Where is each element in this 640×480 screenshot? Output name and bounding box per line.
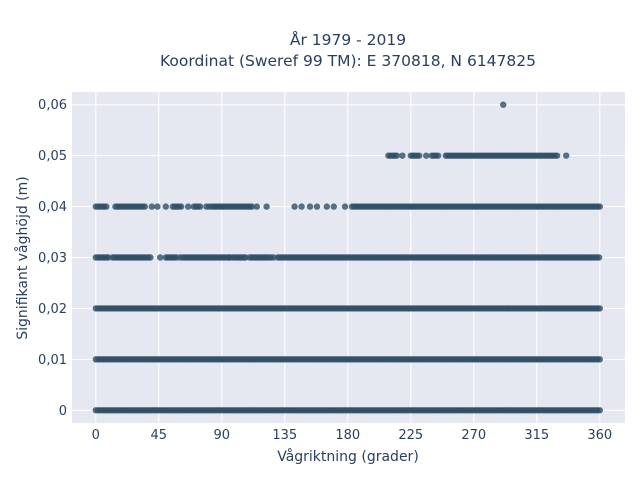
data-point	[154, 203, 161, 210]
data-point	[248, 203, 256, 210]
x-tick-label: 135	[272, 428, 297, 443]
data-point	[423, 152, 430, 159]
data-point	[157, 254, 164, 261]
data-point	[330, 203, 337, 210]
x-tick-label: 0	[92, 428, 100, 443]
y-tick-label: 0,02	[38, 302, 67, 317]
data-point	[162, 203, 169, 210]
data-point	[103, 203, 110, 210]
data-point	[206, 203, 213, 210]
x-tick-label: 315	[524, 428, 549, 443]
y-axis-ticks: 0 0,01 0,02 0,03 0,04 0,05 0,06	[38, 98, 67, 419]
y-tick-label: 0	[59, 404, 67, 419]
x-tick-label: 45	[151, 428, 168, 443]
data-point	[196, 203, 204, 210]
data-point	[253, 203, 260, 210]
x-tick-label: 90	[214, 428, 231, 443]
y-tick-label: 0,01	[38, 353, 67, 368]
data-point	[298, 203, 305, 210]
chart-title: År 1979 - 2019	[290, 30, 406, 49]
y-axis-label: Signifikant våghöjd (m)	[14, 176, 31, 339]
chart-subtitle: Koordinat (Sweref 99 TM): E 370818, N 61…	[160, 52, 536, 70]
data-point	[313, 203, 321, 210]
data-point	[416, 152, 423, 159]
y-tick-label: 0,03	[38, 251, 67, 266]
x-tick-label: 360	[587, 428, 612, 443]
data-point	[306, 203, 314, 210]
data-point	[399, 152, 406, 159]
x-axis-label: Vågriktning (grader)	[277, 448, 419, 465]
data-point	[553, 152, 561, 159]
data-point	[178, 203, 185, 210]
x-tick-label: 180	[335, 428, 360, 443]
data-point	[176, 254, 183, 261]
data-point	[596, 203, 603, 210]
data-points	[92, 101, 603, 414]
data-point	[147, 254, 154, 261]
data-point	[185, 203, 192, 210]
data-point	[227, 254, 234, 261]
data-point	[148, 203, 155, 210]
data-point	[595, 254, 603, 261]
data-point	[563, 152, 570, 159]
data-point	[323, 203, 330, 210]
data-point	[596, 305, 603, 312]
y-tick-label: 0,04	[38, 200, 67, 215]
y-tick-label: 0,06	[38, 98, 67, 113]
data-point	[393, 152, 400, 159]
data-point	[341, 203, 349, 210]
x-tick-label: 270	[461, 428, 486, 443]
data-point	[596, 407, 603, 414]
data-point	[596, 356, 603, 363]
data-point	[500, 101, 507, 108]
x-tick-label: 225	[398, 428, 423, 443]
data-point	[291, 203, 298, 210]
data-point	[141, 203, 148, 210]
data-point	[263, 203, 270, 210]
y-tick-label: 0,05	[38, 149, 67, 164]
data-point	[270, 254, 277, 261]
x-axis-ticks: 0 45 90 135 180 225 270 315 360	[92, 428, 613, 443]
data-point	[434, 152, 442, 159]
